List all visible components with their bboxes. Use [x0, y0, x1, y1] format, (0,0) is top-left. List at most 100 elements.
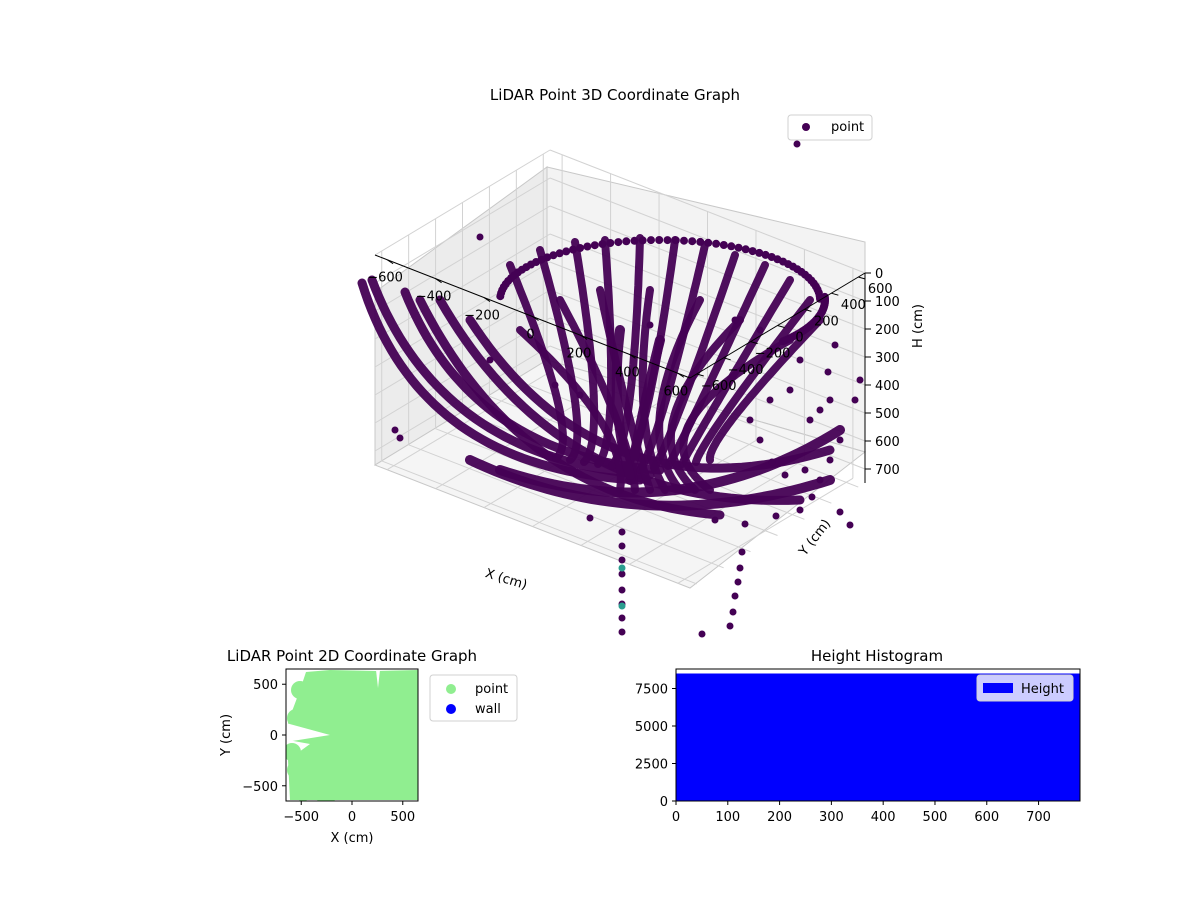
y-tick-label: 200 [814, 314, 839, 329]
point [831, 341, 839, 349]
point-arc [536, 246, 582, 464]
x-tick-label-2d: 500 [390, 810, 415, 825]
legend-hist-label: Height [1021, 682, 1064, 697]
legend-3d-label: point [831, 120, 864, 135]
point-arc [506, 261, 567, 462]
cloud-2d-group [286, 670, 418, 801]
chart-3d: LiDAR Point 3D Coordinate Graph −600−400… [357, 86, 926, 638]
point [562, 247, 571, 256]
point [741, 520, 749, 528]
point [476, 233, 484, 241]
point-cloud [357, 140, 864, 638]
point [766, 396, 774, 404]
y-tick-label: −600 [701, 379, 737, 394]
point [781, 471, 789, 479]
point [801, 466, 809, 474]
grid-line [374, 233, 551, 340]
z-tick-label: 100 [875, 295, 900, 310]
x-tick-label: 400 [615, 365, 640, 380]
point [736, 564, 744, 572]
point [851, 396, 859, 404]
x-tick-label-2d: 0 [348, 810, 356, 825]
z-tick-label: 300 [875, 351, 900, 366]
x-axis-label-2d: X (cm) [331, 831, 374, 846]
gap [376, 670, 380, 688]
x-tick-label-hist: 0 [672, 810, 680, 825]
point [606, 326, 614, 334]
point [826, 396, 834, 404]
x-ticks-2d: −500 0 500 [283, 801, 415, 825]
point [486, 356, 494, 364]
legend-3d: point [787, 114, 873, 141]
grid-line [549, 205, 866, 330]
x-tick-label: 0 [526, 328, 534, 343]
point [846, 521, 854, 529]
legend-2d: point wall [429, 674, 518, 722]
y-ticks-2d: 500 0 −500 [242, 678, 286, 795]
point [748, 247, 757, 256]
point [756, 436, 764, 444]
point [655, 236, 664, 244]
point [291, 681, 309, 699]
point [796, 506, 804, 514]
point [796, 356, 804, 364]
grid-line [549, 149, 866, 274]
point [726, 622, 734, 630]
point [734, 578, 742, 586]
point [772, 512, 780, 520]
y-axis-line-3d [689, 272, 866, 379]
point [816, 406, 824, 414]
point [731, 316, 739, 324]
y-tick-mark [777, 325, 785, 328]
z-tick-label: 700 [875, 463, 900, 478]
chart-3d-title: LiDAR Point 3D Coordinate Graph [490, 86, 740, 104]
z-tick-label: 500 [875, 407, 900, 422]
point [618, 614, 626, 622]
point-teal [618, 564, 626, 572]
point [793, 140, 801, 148]
histogram-title: Height Histogram [811, 647, 943, 665]
grid-line [381, 460, 697, 585]
point [738, 548, 746, 556]
legend-hist: Height [976, 674, 1074, 702]
x-tick-label-hist: 200 [767, 810, 792, 825]
y-tick-mark [723, 357, 731, 361]
y-tick-label-2d: −500 [242, 780, 278, 795]
point [734, 243, 743, 252]
point [824, 368, 832, 376]
z-ticks-3d: 0 100 200 300 400 500 600 700 [864, 267, 900, 483]
x-ticks-3d: −600 −400 −200 0 200 400 600 [367, 254, 691, 399]
y-axis-label-2d: Y (cm) [219, 714, 234, 757]
y-tick-label: −400 [728, 363, 764, 378]
point [618, 628, 626, 636]
point [729, 608, 737, 616]
point [576, 391, 584, 399]
y-tick-label-hist: 2500 [635, 758, 668, 773]
point [712, 239, 721, 248]
point [317, 789, 335, 801]
y-tick-label: 600 [868, 282, 893, 297]
y-tick-label-hist: 5000 [635, 720, 668, 735]
x-tick-label-hist: 100 [715, 810, 740, 825]
point [746, 416, 754, 424]
point [856, 376, 864, 384]
point-arc [655, 296, 704, 494]
z-tick-label: 600 [875, 435, 900, 450]
point [286, 743, 301, 761]
point-teal [618, 602, 626, 610]
x-tick-label: 200 [567, 346, 592, 361]
y-axis-label-3d: Y (cm) [796, 517, 834, 560]
x-axis-line-3d [374, 254, 691, 379]
y-tick-label-2d: 500 [253, 678, 278, 693]
grid-line [408, 444, 724, 569]
point [698, 630, 706, 638]
x-ticks-hist: 0 100 200 300 400 500 600 700 [672, 801, 1051, 825]
y-tick-label-2d: 0 [270, 729, 278, 744]
legend-hist-frame [976, 674, 1074, 702]
point [391, 426, 399, 434]
point [590, 241, 599, 250]
grid-line [374, 345, 551, 452]
point [399, 731, 417, 749]
